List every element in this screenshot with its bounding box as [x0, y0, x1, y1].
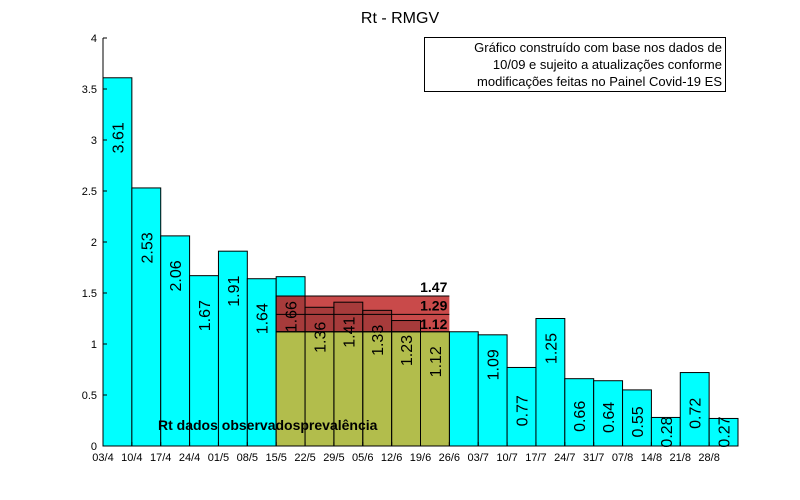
value-labels: 3.61 2.53 2.06 1.67 1.91 1.64 1.66 1.36 1.41 1.33… [110, 122, 733, 447]
y-tick-label: 1 [91, 339, 97, 351]
y-tick-label: 2 [91, 237, 97, 249]
band-value-label: 1.12 [420, 316, 447, 332]
bar-value-label: 0.55 [630, 406, 647, 437]
bar [246, 278, 277, 447]
y-tick-label: 2.5 [82, 186, 97, 198]
bar [622, 389, 652, 447]
x-tick-label: 19/6 [410, 452, 431, 464]
bar-band-segment [275, 295, 306, 333]
y-tick-label: 1.5 [82, 288, 97, 300]
bar-value-label: 1.33 [370, 325, 387, 356]
bar [564, 378, 595, 447]
bar-value-label: 1.91 [226, 276, 243, 307]
bar [477, 334, 508, 447]
bar-value-label: 0.72 [688, 398, 705, 429]
bar [650, 416, 681, 447]
annotation-box: Gráfico construído com base nos dados de… [424, 37, 726, 92]
x-tick-label: 03/7 [468, 452, 489, 464]
y-tick-label: 3.5 [82, 84, 97, 96]
bar [535, 318, 566, 447]
annotation-line: 10/09 e sujeito a atualizações conforme [492, 57, 722, 72]
x-tick-label: 21/8 [670, 452, 691, 464]
bar-value-label: 1.36 [312, 322, 329, 353]
x-tick-label: 29/5 [323, 452, 344, 464]
x-tick-label: 07/8 [612, 452, 633, 464]
x-tick-label: 26/6 [439, 452, 460, 464]
annotation-line: Gráfico construído com base nos dados de [474, 40, 722, 55]
x-tick-label: 22/5 [294, 452, 315, 464]
x-tick-label: 28/8 [698, 452, 719, 464]
bar [102, 77, 133, 447]
bar [448, 331, 479, 447]
bar-value-label: 1.23 [399, 335, 416, 366]
band-value-label: 1.47 [420, 279, 447, 295]
x-tick-label: 24/4 [179, 452, 200, 464]
x-tick-label: 17/4 [150, 452, 171, 464]
bar-value-label: 2.06 [168, 260, 185, 291]
bar-value-label: 2.53 [139, 232, 156, 263]
bars-group [102, 77, 739, 447]
bar-band-segment [391, 320, 421, 333]
x-tick-label: 01/5 [208, 452, 229, 464]
bar-value-label: 1.41 [341, 317, 358, 348]
x-tick-label: 05/6 [352, 452, 373, 464]
x-tick-label: 10/4 [121, 452, 142, 464]
bar-value-label: 1.66 [284, 301, 301, 332]
x-tick-label: 12/6 [381, 452, 402, 464]
y-tick-label: 0 [91, 441, 97, 453]
x-tick-label: 03/4 [92, 452, 113, 464]
x-tick-label: 17/7 [525, 452, 546, 464]
bar [160, 235, 191, 447]
bar-band-segment [333, 301, 364, 333]
prevalence-label: Rt dados observadosprevalência [158, 417, 378, 433]
bar-value-label: 0.27 [717, 416, 734, 447]
band-value-label: 1.29 [420, 297, 447, 313]
bar-value-label: 1.25 [543, 333, 560, 364]
bar-value-label: 0.28 [659, 416, 676, 447]
x-tick-label: 10/7 [496, 452, 517, 464]
y-tick-label: 0.5 [82, 390, 97, 402]
bar [131, 187, 162, 447]
x-tick-label: 15/5 [265, 452, 286, 464]
annotation-line: modificações feitas no Painel Covid-19 E… [477, 74, 722, 89]
x-tick-label: 31/7 [583, 452, 604, 464]
bar [593, 380, 624, 447]
bar-value-label: 1.12 [428, 346, 445, 377]
bar-value-label: 0.64 [601, 402, 618, 433]
bar [708, 417, 739, 447]
x-tick-label: 08/5 [237, 452, 258, 464]
prevalence-overlay: 1.47 1.29 1.12 Rt dados observadosprevalênc… [158, 279, 450, 447]
y-tick-label: 4 [91, 33, 97, 45]
x-tick-label: 14/8 [641, 452, 662, 464]
chart-title: Rt - RMGV [360, 10, 440, 27]
bar-value-label: 1.64 [255, 303, 272, 334]
y-tick-label: 3 [91, 135, 97, 147]
bar-value-label: 0.66 [572, 401, 589, 432]
bar-value-label: 3.61 [110, 122, 127, 153]
bar-band-segment [304, 306, 335, 333]
x-tick-label: 24/7 [554, 452, 575, 464]
bar-value-label: 0.77 [515, 395, 532, 426]
bar [679, 372, 710, 447]
bar-value-label: 1.67 [197, 300, 214, 331]
bar-value-label: 1.09 [486, 349, 503, 380]
